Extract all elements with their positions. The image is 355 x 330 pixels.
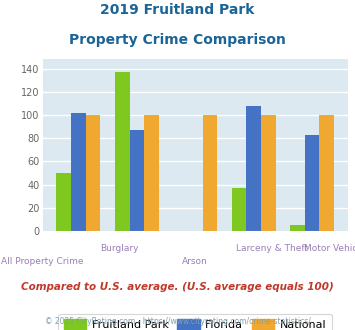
Bar xyxy=(320,115,334,231)
Text: 2019 Fruitland Park: 2019 Fruitland Park xyxy=(100,3,255,17)
Bar xyxy=(232,188,246,231)
Text: Burglary: Burglary xyxy=(100,244,138,253)
Bar xyxy=(246,106,261,231)
Bar xyxy=(56,173,71,231)
Bar xyxy=(305,135,320,231)
Bar xyxy=(261,115,275,231)
Text: Larceny & Theft: Larceny & Theft xyxy=(235,244,308,253)
Bar xyxy=(115,72,130,231)
Bar xyxy=(71,113,86,231)
Bar xyxy=(203,115,217,231)
Text: All Property Crime: All Property Crime xyxy=(1,257,84,266)
Text: © 2025 CityRating.com - https://www.cityrating.com/crime-statistics/: © 2025 CityRating.com - https://www.city… xyxy=(45,317,310,326)
Legend: Fruitland Park, Florida, National: Fruitland Park, Florida, National xyxy=(58,314,332,330)
Text: Property Crime Comparison: Property Crime Comparison xyxy=(69,33,286,47)
Bar xyxy=(144,115,159,231)
Bar xyxy=(130,130,144,231)
Text: Motor Vehicle Theft: Motor Vehicle Theft xyxy=(304,244,355,253)
Bar xyxy=(86,115,100,231)
Bar xyxy=(290,225,305,231)
Text: Compared to U.S. average. (U.S. average equals 100): Compared to U.S. average. (U.S. average … xyxy=(21,282,334,292)
Text: Arson: Arson xyxy=(182,257,208,266)
